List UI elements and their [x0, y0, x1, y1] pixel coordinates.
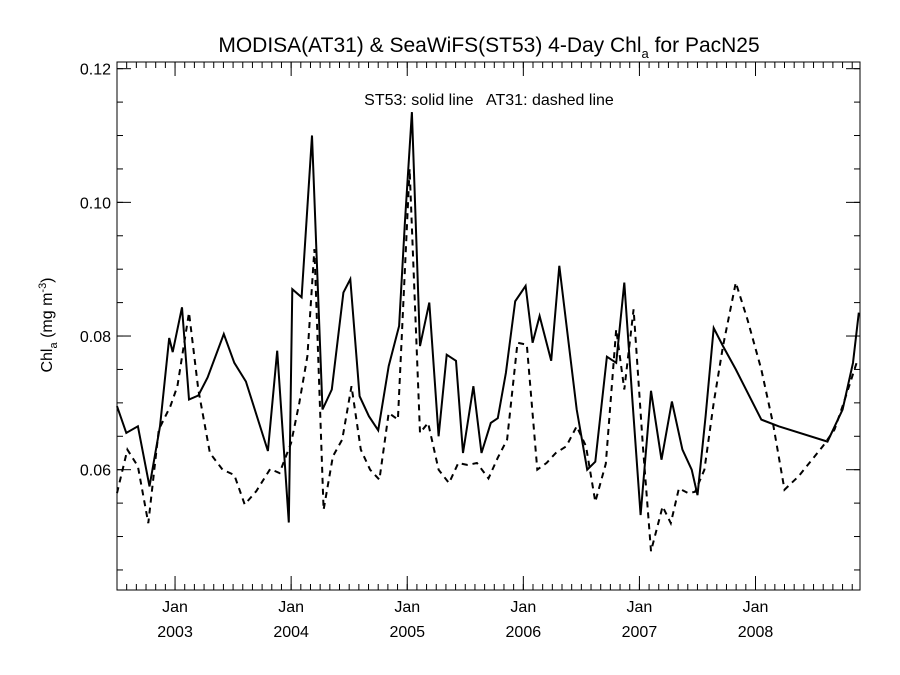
x-tick-month: Jan	[627, 599, 653, 616]
y-tick-label: 0.06	[80, 463, 111, 480]
x-tick-month: Jan	[510, 599, 536, 616]
series-annotation: ST53: solid line AT31: dashed line	[364, 92, 614, 109]
x-tick-year: 2004	[273, 624, 309, 641]
plot-frame	[116, 61, 861, 591]
axis-ticks	[116, 62, 860, 590]
x-tick-year: 2005	[389, 624, 425, 641]
x-tick-year: 2006	[506, 624, 542, 641]
y-tick-label: 0.12	[80, 62, 111, 79]
x-tick-labels: Jan 2003 Jan 2004 Jan 2005 Jan 2006 Jan 2007 Jan 20…	[157, 599, 773, 641]
x-tick-year: 2003	[157, 624, 193, 641]
y-tick-label: 0.08	[80, 329, 111, 346]
series-lines	[116, 112, 860, 552]
x-tick-month: Jan	[743, 599, 769, 616]
x-tick-month: Jan	[162, 599, 188, 616]
x-tick-year: 2007	[622, 624, 658, 641]
series-line-at31	[116, 168, 859, 552]
x-tick-year: 2008	[738, 624, 774, 641]
y-tick-labels: 0.06 0.08 0.10 0.12	[80, 62, 111, 480]
series-line-st53	[116, 112, 860, 523]
y-tick-label: 0.10	[80, 195, 111, 212]
x-tick-month: Jan	[278, 599, 304, 616]
y-axis-label: Chla (mg m-3)	[37, 277, 60, 372]
x-tick-month: Jan	[394, 599, 420, 616]
chart-title: MODISA(AT31) & SeaWiFS(ST53) 4-Day Chla …	[218, 34, 759, 61]
